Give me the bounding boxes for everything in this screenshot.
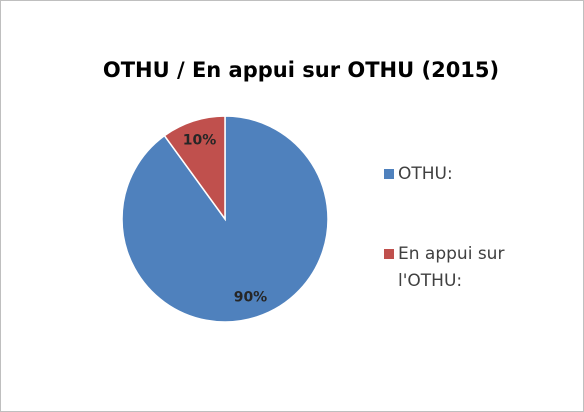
legend-label: OTHU:	[398, 164, 453, 184]
legend-swatch	[384, 249, 394, 259]
data-label: 10%	[183, 133, 217, 149]
legend-item: En appui sur l'OTHU:	[384, 241, 534, 295]
legend-item: OTHU:	[384, 161, 534, 188]
legend-swatch	[384, 169, 394, 179]
chart-title: OTHU / En appui sur OTHU (2015)	[103, 58, 499, 82]
legend-label: En appui sur l'OTHU:	[398, 244, 505, 291]
pie-slice	[163, 115, 226, 222]
data-label: 90%	[234, 289, 268, 305]
